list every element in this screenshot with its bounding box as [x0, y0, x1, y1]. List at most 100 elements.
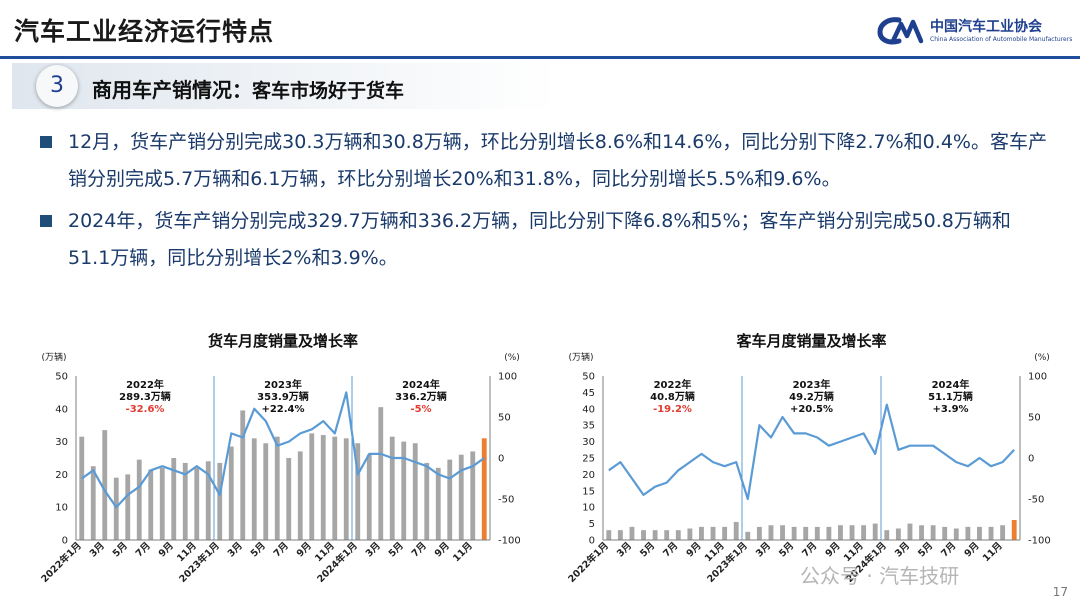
bullet-list: 12月，货车产销分别完成30.3万辆和30.8万辆，环比分别增长8.6%和14.…	[40, 124, 1050, 276]
bar	[458, 454, 464, 540]
y-axis-left-label: (万辆)	[41, 351, 66, 363]
section-title: 商用车产销情况：客车市场好于货车	[92, 74, 404, 103]
annotation-total: 40.8万辆	[650, 390, 695, 403]
y-tick-left-label: 30	[582, 437, 595, 448]
x-tick-label: 3月	[364, 540, 383, 559]
bar	[641, 530, 646, 540]
bar	[884, 530, 890, 540]
bar	[297, 451, 303, 540]
bar	[675, 530, 681, 540]
bar	[791, 526, 797, 540]
bar	[240, 410, 246, 540]
bar	[366, 454, 372, 540]
y-tick-left-label: 35	[582, 421, 595, 432]
bar	[194, 467, 200, 540]
section-title-main: 商用车产销情况：	[92, 78, 252, 102]
bar	[251, 438, 257, 540]
header-divider	[0, 56, 1080, 59]
bar	[355, 443, 361, 540]
y-tick-left-label: 10	[582, 503, 595, 514]
x-tick-label: 5月	[387, 540, 406, 559]
x-tick-label: 7月	[800, 540, 819, 559]
watermark-text: 公众号 · 汽车技研	[800, 564, 960, 588]
bar	[332, 436, 338, 540]
y-tick-left-label: 5	[589, 519, 595, 530]
y-tick-right-label: 100	[1028, 372, 1047, 383]
bar	[343, 438, 349, 540]
y-tick-right-label: -100	[1028, 536, 1051, 547]
y-tick-left-label: 40	[55, 404, 68, 415]
chart-title: 货车月度销量及增长率	[208, 332, 358, 350]
bar	[309, 433, 315, 540]
y-tick-right-label: 100	[498, 372, 517, 383]
x-tick-label: 9月	[684, 540, 703, 559]
bar	[447, 459, 453, 540]
bar	[90, 466, 96, 540]
bar	[617, 530, 623, 540]
growth-line	[608, 403, 1016, 501]
x-tick-label: 3月	[615, 540, 634, 559]
y-tick-left-label: 20	[55, 470, 68, 481]
section-number: 3	[50, 73, 64, 98]
x-tick-label: 7月	[661, 540, 680, 559]
bar	[171, 458, 177, 540]
bar	[412, 443, 418, 540]
y-tick-left-label: 45	[582, 388, 595, 399]
bar	[182, 462, 188, 540]
y-tick-right-label: -100	[498, 536, 521, 547]
x-tick-label: 7月	[410, 540, 429, 559]
annotation-year: 2023年	[793, 378, 831, 391]
y-tick-left-label: 15	[582, 486, 595, 497]
x-tick-label: 11月	[451, 540, 475, 564]
x-tick-label: 9月	[295, 540, 314, 559]
chart-title: 客车月度销量及增长率	[735, 332, 886, 350]
bar	[217, 462, 223, 540]
bullet-square-icon	[40, 215, 52, 227]
annotation-total: 336.2万辆	[395, 390, 447, 403]
bus-chart: 客车月度销量及增长率 (万辆) (%) 0 5 10 15 20 25 30 35 40 45 50 -10…	[566, 332, 1051, 585]
bar	[629, 526, 635, 540]
annotation-year: 2024年	[402, 378, 440, 391]
bar	[977, 526, 982, 540]
y-tick-right-label: 50	[498, 413, 511, 424]
bar	[664, 530, 670, 540]
truck-chart: 货车月度销量及增长率 (万辆) (%) 0 10 20 30 40 50 -100 -50 0 50 10…	[39, 332, 521, 585]
y-tick-right-label: 0	[498, 454, 504, 465]
section-banner: 3 商用车产销情况：客车市场好于货车	[12, 63, 557, 109]
bar	[424, 462, 430, 540]
x-tick-label: 9月	[823, 540, 842, 559]
y-tick-left-label: 10	[55, 503, 68, 514]
bar	[907, 523, 913, 540]
bullet-item: 12月，货车产销分别完成30.3万辆和30.8万辆，环比分别增长8.6%和14.…	[40, 124, 1050, 197]
annotation-total: 51.1万辆	[928, 390, 973, 403]
annotation-total: 49.2万辆	[789, 390, 834, 403]
bar	[710, 526, 716, 540]
bar	[470, 451, 476, 540]
annotation-year: 2024年	[932, 378, 970, 391]
bar	[228, 446, 234, 540]
section-number-badge: 3	[36, 65, 78, 107]
caam-logo: 中国汽车工业协会 China Association of Automobile…	[877, 14, 1073, 50]
annotation-year: 2022年	[126, 378, 164, 391]
bar	[745, 531, 751, 540]
y-tick-right-label: 0	[1028, 454, 1034, 465]
slide-header: 汽车工业经济运行特点 中国汽车工业协会 China Association of…	[0, 0, 1080, 59]
bar	[803, 526, 809, 540]
bar	[263, 443, 269, 540]
bar	[919, 525, 924, 540]
bar	[136, 459, 142, 540]
bar	[125, 474, 131, 540]
bullet-text: 2024年，货车产销分别完成329.7万辆和336.2万辆，同比分别下降6.8%…	[68, 210, 1011, 269]
y-tick-left-label: 30	[55, 437, 68, 448]
annotation-total: 353.9万辆	[257, 390, 309, 403]
x-tick-label: 3月	[226, 540, 245, 559]
bar	[79, 436, 85, 540]
y-axis-right-label: (%)	[1034, 353, 1050, 363]
caam-logo-icon	[877, 17, 924, 45]
bar	[988, 526, 994, 540]
bar	[481, 438, 487, 540]
bar	[965, 526, 971, 540]
bar	[687, 528, 693, 540]
growth-line	[81, 391, 485, 509]
bar	[895, 528, 901, 540]
